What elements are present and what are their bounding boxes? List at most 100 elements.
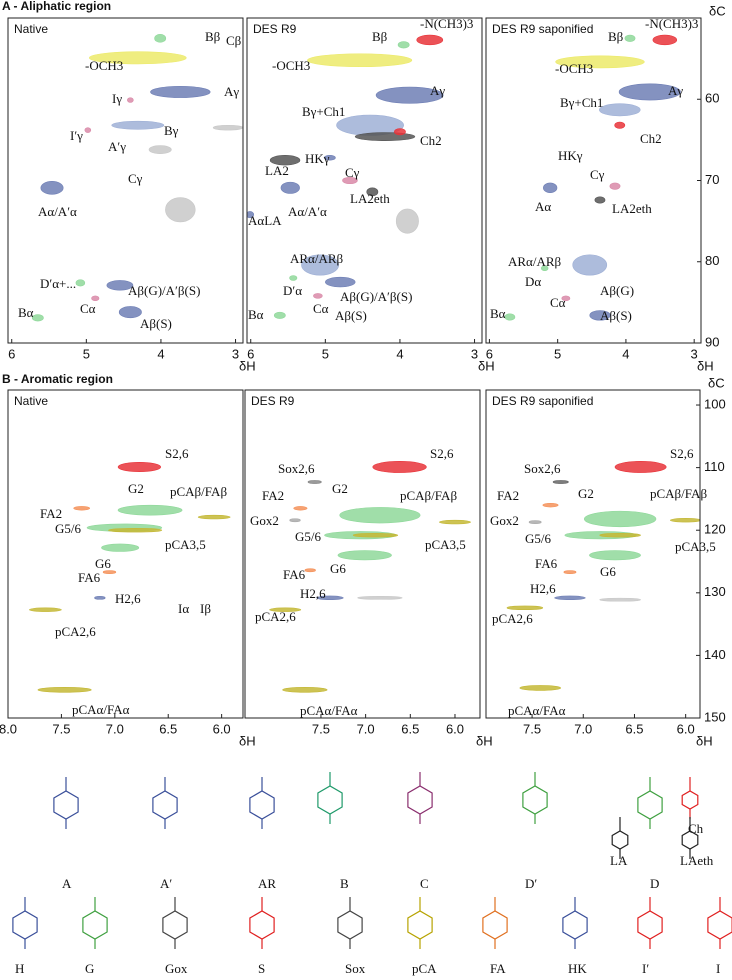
cross-peak [75, 279, 86, 287]
peak-label: LA2 [265, 163, 289, 178]
x-tick-label: 6.5 [159, 721, 177, 736]
y-tick-label: 140 [704, 647, 726, 662]
structure-icon [562, 910, 588, 940]
cross-peak [540, 265, 549, 271]
structure-icon [637, 790, 663, 820]
x-tick-label: 4 [396, 346, 403, 361]
peak-label: Bβ [608, 29, 624, 44]
peak-label: A′γ [108, 139, 126, 154]
cross-peak [504, 313, 516, 321]
structure-label: FA [490, 961, 506, 976]
cross-peak [31, 314, 44, 322]
structure-label: HK [568, 961, 587, 976]
peak-label: HKγ [558, 148, 583, 163]
x-axis-label: δH [239, 733, 256, 748]
peak-label: pCA2,6 [492, 611, 533, 626]
cross-peak [366, 187, 379, 197]
peak-label: Aβ(G) [600, 283, 634, 298]
peak-label: Cα [313, 301, 329, 316]
peak-label: Ch2 [420, 133, 442, 148]
structure-label: Sox [345, 961, 366, 976]
peak-label: Sox2,6 [278, 461, 315, 476]
structure-icon [152, 790, 178, 820]
x-axis-label: δH [697, 358, 714, 373]
y-tick-label: 100 [704, 396, 726, 411]
peak-label: S2,6 [430, 446, 454, 461]
peak-label: Dα [525, 274, 541, 289]
peak-label: Cα [80, 301, 96, 316]
peak-label: H2,6 [300, 586, 326, 601]
peak-label: FA2 [262, 488, 284, 503]
peak-label: Aα [535, 199, 551, 214]
cross-peak [609, 182, 621, 190]
signals [269, 461, 471, 693]
cross-peak [542, 502, 559, 508]
cross-peak [102, 570, 117, 575]
peak-label: Aγ [224, 84, 239, 99]
cross-peak [89, 51, 187, 65]
y-tick-label: 130 [704, 584, 726, 599]
peak-label: D′α [283, 283, 302, 298]
cross-peak [543, 182, 558, 193]
cross-peak [154, 33, 167, 43]
structure-icon [707, 910, 732, 940]
y-axis-label: δC [708, 375, 725, 390]
peak-label: Ch2 [640, 131, 662, 146]
structure-label: I [716, 961, 720, 976]
cross-peak [117, 504, 183, 516]
cross-peak [594, 196, 606, 204]
cross-peak [599, 103, 641, 117]
y-tick-label: 110 [704, 459, 725, 474]
cross-peak [273, 311, 286, 319]
structure-label: pCA [412, 961, 437, 976]
structure-icon [337, 910, 363, 940]
cross-peak [212, 124, 243, 131]
signals [247, 34, 444, 319]
peak-label: Aα/A′α [288, 204, 327, 219]
y-tick-label: 90 [705, 334, 719, 349]
peak-label: pCAβ/FAβ [170, 484, 227, 499]
cross-peak [337, 550, 392, 561]
y-axis-label: δC [709, 3, 726, 18]
x-tick-label: 7.5 [52, 721, 70, 736]
structure-label: A [62, 876, 72, 891]
cross-peak [342, 176, 358, 185]
x-tick-label: 6.0 [446, 721, 464, 736]
peak-label: FA6 [78, 570, 101, 585]
cross-peak [282, 687, 328, 693]
peak-label: AαLA [248, 213, 282, 228]
x-tick-label: 3 [232, 346, 239, 361]
peak-label: pCAα/FAα [508, 703, 566, 718]
peak-label: G5/6 [55, 521, 82, 536]
cross-peak [197, 514, 231, 520]
x-tick-label: 6 [486, 346, 493, 361]
peak-label: D′α+... [40, 276, 76, 291]
x-tick-label: 7.0 [357, 721, 375, 736]
y-tick-label: 120 [704, 522, 726, 537]
x-tick-label: 7.5 [312, 721, 330, 736]
peak-label: Aα/A′α [38, 204, 77, 219]
structure-label: I′ [642, 961, 649, 976]
cross-peak [439, 519, 471, 525]
x-tick-label: 6.5 [625, 721, 643, 736]
peak-label: pCA2,6 [55, 624, 96, 639]
signals [504, 34, 681, 321]
x-tick-label: 5 [322, 346, 329, 361]
structure-label: D′ [525, 876, 537, 891]
peak-label: H2,6 [530, 581, 556, 596]
plot-frame [7, 17, 244, 344]
structure-icon [162, 910, 188, 940]
cross-peak [589, 550, 641, 561]
structure-icon [317, 785, 343, 815]
peak-label: G6 [330, 561, 346, 576]
peak-label: pCAβ/FAβ [650, 486, 707, 501]
x-tick-label: 3 [471, 346, 478, 361]
panel-title: A - Aliphatic region [2, 0, 111, 13]
signals [29, 461, 231, 693]
x-tick-label: 7.0 [106, 721, 124, 736]
peak-label: Cγ [590, 167, 605, 182]
peak-label: Aγ [668, 83, 683, 98]
peak-label: Bα [490, 306, 506, 321]
cross-peak [37, 687, 92, 693]
